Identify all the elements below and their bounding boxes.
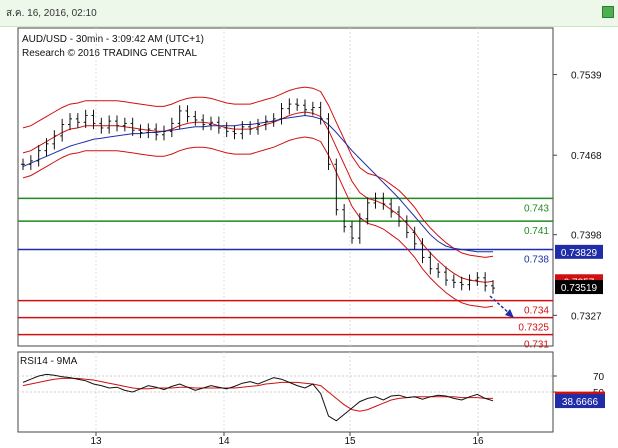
price-tag-label: 0.73519: [561, 283, 598, 294]
forecast-arrow: [489, 295, 514, 318]
close-icon[interactable]: [602, 6, 614, 18]
price-tick-label: 0.7468: [571, 151, 602, 162]
price-tick-label: 0.7327: [571, 311, 602, 322]
rsi-line: [22, 373, 494, 422]
level-label: 0.734: [524, 306, 549, 317]
level-label: 0.7325: [518, 323, 549, 334]
level-label: 0.731: [524, 340, 549, 351]
price-tick-label: 0.7539: [571, 71, 602, 82]
price-tag-label: 0.73829: [561, 248, 598, 259]
title-bar: ส.ค. 16, 2016, 02:10: [0, 0, 618, 27]
level-lines: 0.743 0.741 0.738 0.734 0.7325 0.731: [18, 197, 553, 351]
price-axis: 0.7539 0.7468 0.7398 0.7327: [553, 71, 602, 322]
chart-subtitle: Research © 2016 TRADING CENTRAL: [22, 48, 197, 59]
price-tag-box: [555, 244, 603, 259]
time-axis: 13 14 15 16: [90, 432, 484, 447]
lower-band-line: [22, 136, 494, 308]
price-series: [21, 98, 495, 294]
level-label: 0.741: [524, 226, 549, 237]
timestamp-label: ส.ค. 16, 2016, 02:10: [6, 8, 97, 19]
price-tag-box: [555, 280, 603, 295]
time-tick-label: 15: [344, 436, 356, 447]
upper-band-line: [22, 86, 494, 258]
level-label: 0.738: [524, 254, 549, 265]
time-tick-label: 16: [472, 436, 484, 447]
rsi-series: 705041.727338.6666: [18, 372, 605, 422]
rsi-tag-box: [555, 394, 605, 409]
rsi-tick-label: 70: [593, 372, 605, 383]
forex-chart: AUD/USD - 30min - 3:09:42 AM (UTC+1) Res…: [17, 27, 605, 447]
chart-title: AUD/USD - 30min - 3:09:42 AM (UTC+1): [22, 34, 204, 45]
price-panel: [17, 27, 554, 347]
rsi-tag-label: 38.6666: [562, 397, 599, 408]
time-tick-label: 13: [90, 436, 102, 447]
price-tick-label: 0.7398: [571, 231, 602, 242]
level-label: 0.743: [524, 203, 549, 214]
time-tick-label: 14: [218, 436, 230, 447]
rsi-title: RSI14 - 9MA: [20, 356, 78, 367]
